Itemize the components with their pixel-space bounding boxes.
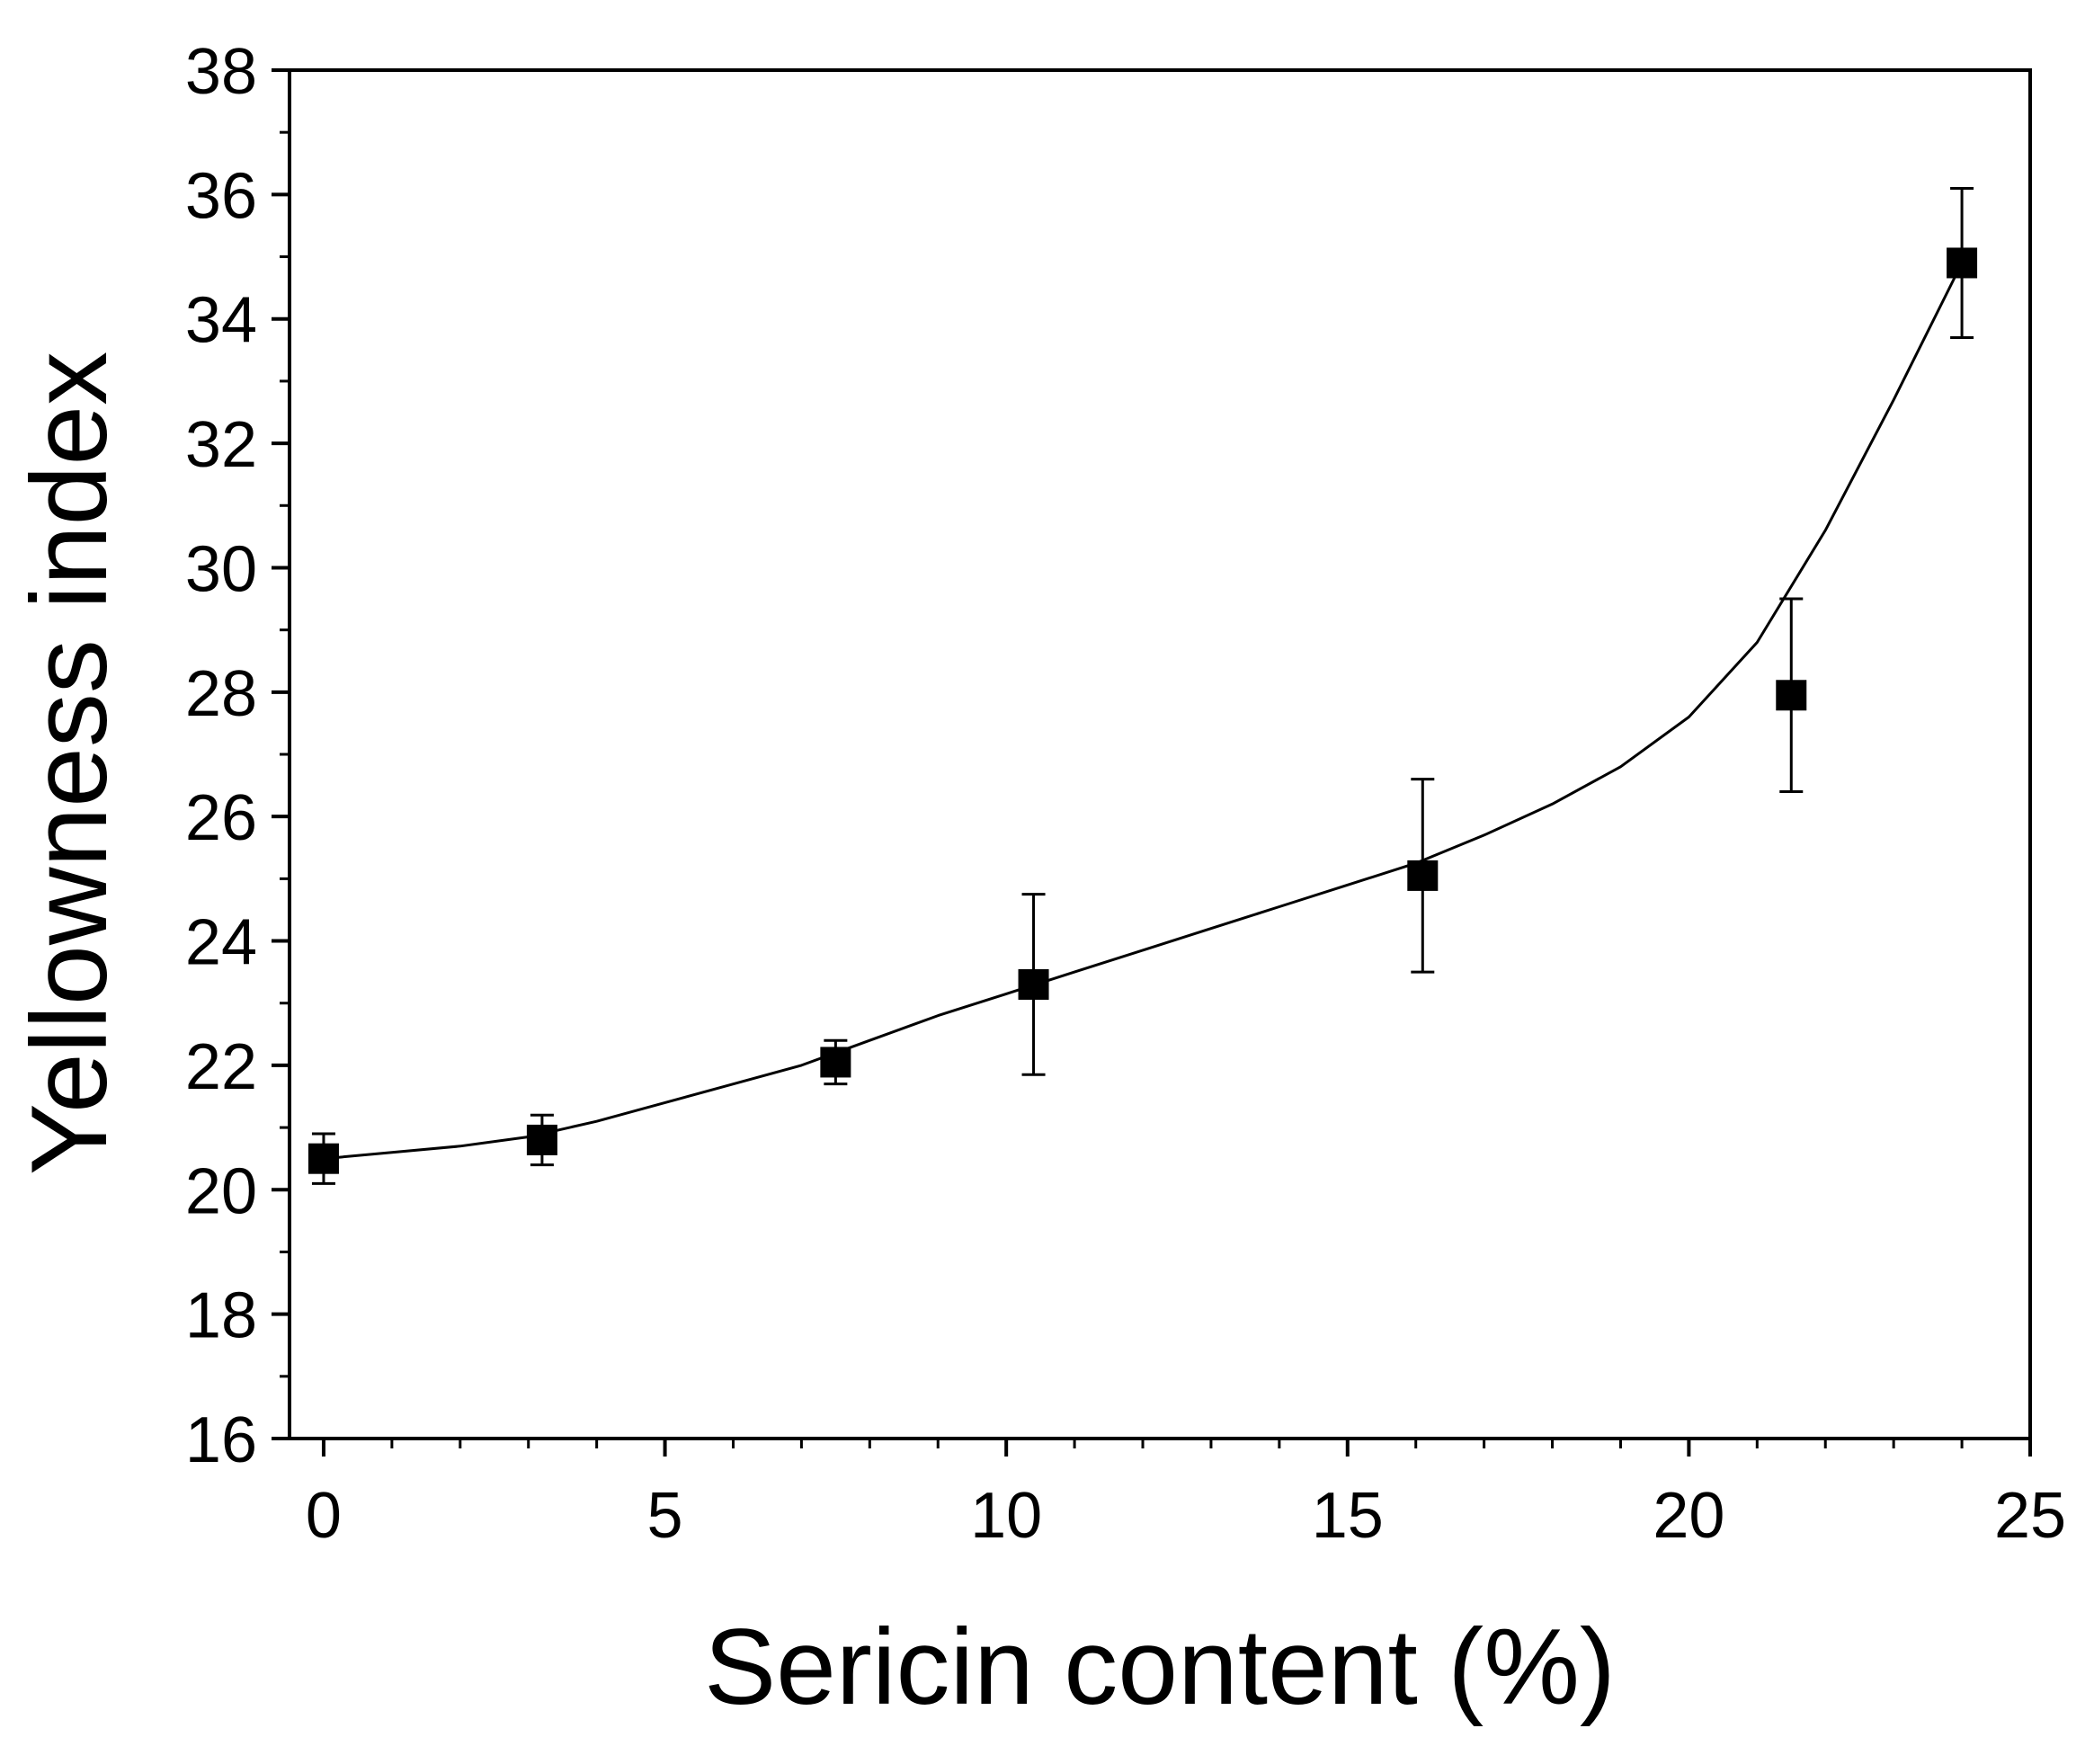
data-point <box>526 1124 557 1155</box>
y-tick-label: 24 <box>185 907 257 979</box>
y-tick-label: 16 <box>185 1404 257 1476</box>
data-point <box>1776 680 1807 711</box>
x-tick-label: 5 <box>647 1480 683 1552</box>
y-tick-label: 30 <box>185 533 257 605</box>
marker-layer <box>307 247 1978 1174</box>
x-tick-label: 15 <box>1312 1480 1384 1552</box>
data-point <box>1018 968 1049 1000</box>
data-point <box>307 1143 339 1174</box>
x-tick-label: 10 <box>970 1480 1042 1552</box>
plot-frame <box>288 68 2032 1440</box>
y-tick-label: 28 <box>185 658 257 730</box>
x-tick-label: 0 <box>306 1480 342 1552</box>
y-tick-label: 26 <box>185 782 257 854</box>
x-axis-title: Sericin content (%) <box>704 1607 1616 1727</box>
y-tick-label: 20 <box>185 1155 257 1227</box>
y-tick-label: 38 <box>185 36 257 108</box>
y-tick-label: 36 <box>185 160 257 232</box>
x-tick-label: 25 <box>1994 1480 2066 1552</box>
data-point <box>1947 247 1978 279</box>
y-tick-label: 18 <box>185 1280 257 1352</box>
y-axis-title: Yellowness index <box>9 352 129 1175</box>
data-point <box>820 1047 851 1078</box>
y-tick-label: 32 <box>185 409 257 481</box>
y-tick-label: 34 <box>185 285 257 357</box>
tick-label-layer: 0 5 10 15 20 25 16 18 20 22 24 26 28 30 32 34 36 38 <box>185 36 2066 1552</box>
fit-curve <box>323 262 1964 1161</box>
fit-layer <box>323 262 1964 1161</box>
data-point <box>1407 860 1439 891</box>
y-tick-label: 22 <box>185 1031 257 1103</box>
x-tick-label: 20 <box>1653 1480 1724 1552</box>
